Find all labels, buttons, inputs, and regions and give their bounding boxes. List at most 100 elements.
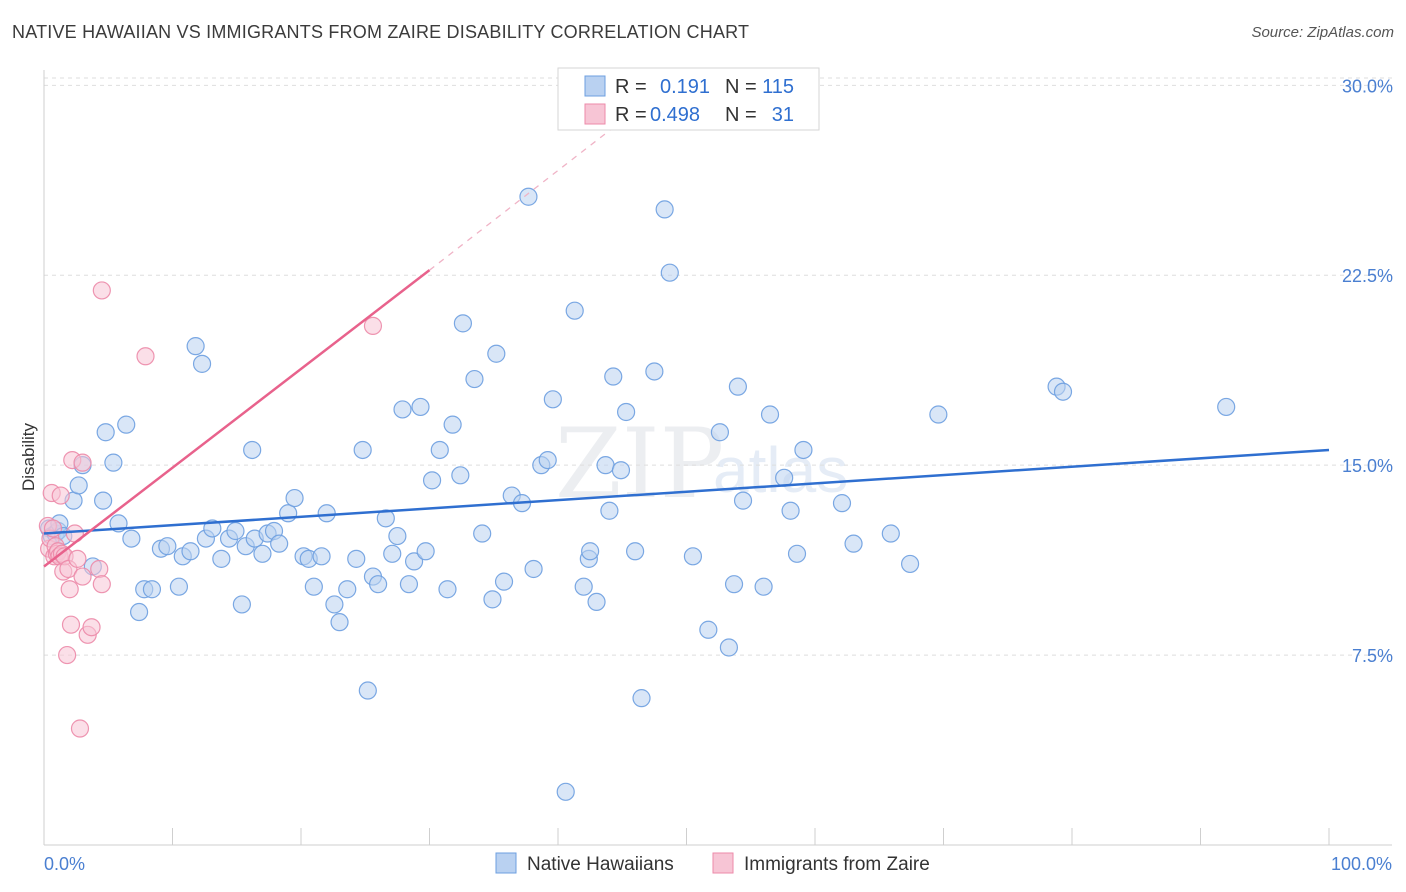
native-hawaiians-point-96	[683, 547, 703, 566]
chart-title: NATIVE HAWAIIAN VS IMMIGRANTS FROM ZAIRE…	[12, 22, 750, 42]
native-hawaiians-point-58	[399, 575, 419, 594]
native-hawaiians-point-23	[181, 542, 200, 561]
native-hawaiians-point-61	[416, 542, 435, 561]
legend-r-value-blue: 0.191	[660, 76, 710, 98]
native-hawaiians-point-88	[604, 367, 623, 386]
native-hawaiians-point-38	[270, 534, 289, 553]
native-hawaiians-point-20	[158, 537, 177, 556]
native-hawaiians-point-97	[699, 620, 718, 639]
zaire-point-30	[363, 316, 383, 335]
native-hawaiians-point-7	[69, 476, 88, 495]
native-hawaiians-point-48	[338, 580, 357, 599]
native-hawaiians-point-92	[632, 689, 651, 708]
native-hawaiians-point-91	[625, 542, 645, 561]
native-hawaiians-point-113	[929, 405, 948, 424]
native-hawaiians-point-16	[129, 602, 149, 622]
legend-swatch-blue	[584, 75, 606, 97]
trend-line-native-hawaiians	[43, 448, 1330, 535]
native-hawaiians-point-102	[733, 491, 753, 510]
native-hawaiians-point-72	[494, 572, 514, 591]
native-hawaiians-point-89	[611, 461, 631, 480]
gridlines	[44, 77, 1392, 656]
native-hawaiians-point-65	[443, 415, 462, 434]
zaire-point-27	[92, 575, 111, 594]
native-hawaiians-point-69	[473, 524, 492, 543]
y-axis-label: Disability	[19, 422, 38, 491]
native-hawaiians-point-107	[787, 544, 807, 563]
native-hawaiians-point-44	[312, 547, 331, 566]
watermark-zip: ZIP	[555, 408, 724, 520]
native-hawaiians-point-76	[524, 559, 543, 579]
zaire-point-29	[136, 347, 155, 366]
native-hawaiians-point-106	[781, 501, 800, 520]
native-hawaiians-point-87	[600, 501, 619, 520]
watermark: ZIP atlas	[555, 408, 848, 520]
native-hawaiians-point-78	[538, 450, 557, 470]
native-hawaiians-point-111	[881, 524, 900, 543]
native-hawaiians-point-112	[900, 554, 920, 574]
native-hawaiians-point-115	[1053, 382, 1073, 401]
native-hawaiians-point-90	[617, 402, 636, 422]
native-hawaiians-point-50	[353, 440, 372, 460]
y-tick-label-1: 15.0%	[1342, 456, 1393, 476]
native-hawaiians-point-84	[581, 542, 600, 561]
native-hawaiians-point-75	[519, 187, 538, 206]
native-hawaiians-point-14	[117, 415, 136, 434]
native-hawaiians-point-82	[574, 577, 593, 596]
legend-n-value-blue: 115	[762, 76, 794, 98]
source-label: Source: ZipAtlas.com	[1251, 24, 1394, 41]
native-hawaiians-point-103	[754, 577, 773, 596]
native-hawaiians-point-59	[404, 552, 424, 571]
bottom-legend-swatch-blue	[495, 852, 517, 874]
native-hawaiians-point-80	[556, 782, 575, 801]
native-hawaiians-point-53	[369, 575, 388, 594]
zaire-point-14	[58, 645, 77, 665]
native-hawaiians-point-110	[844, 534, 863, 553]
y-tick-label-2: 22.5%	[1342, 266, 1393, 286]
native-hawaiians-point-101	[728, 377, 748, 396]
native-hawaiians-point-79	[543, 390, 562, 409]
native-hawaiians-point-24	[186, 337, 205, 356]
native-hawaiians-point-27	[203, 519, 222, 538]
zaire-point-25	[82, 618, 101, 637]
native-hawaiians-point-10	[94, 491, 113, 510]
native-hawaiians-point-47	[330, 613, 349, 632]
native-hawaiians-point-30	[226, 521, 245, 541]
native-hawaiians-point-67	[453, 314, 473, 333]
native-hawaiians-point-70	[483, 590, 502, 609]
native-hawaiians-point-62	[422, 471, 442, 490]
zaire-point-22	[73, 453, 92, 472]
native-hawaiians-point-46	[325, 595, 344, 614]
native-hawaiians-point-66	[451, 466, 470, 485]
y-tick-label-3: 30.0%	[1342, 76, 1393, 96]
legend-n-value-pink: 31	[772, 104, 794, 126]
native-hawaiians-point-49	[347, 549, 366, 568]
top-legend: R = 0.191 N = 115 R = 0.498 N = 31	[557, 67, 820, 131]
legend-r-label-pink: R =	[615, 104, 647, 126]
native-hawaiians-point-108	[794, 440, 813, 460]
x-tick-label-max: 100.0%	[1331, 854, 1392, 874]
native-hawaiians-point-55	[383, 544, 402, 563]
native-hawaiians-point-63	[430, 440, 449, 460]
trend-lines	[43, 110, 1330, 568]
zaire-point-17	[61, 615, 81, 634]
bottom-legend-swatch-pink	[712, 852, 734, 874]
native-hawaiians-point-57	[393, 400, 412, 419]
zaire-point-20	[68, 549, 87, 568]
native-hawaiians-point-71	[487, 344, 506, 363]
x-tick-label-min: 0.0%	[44, 854, 85, 874]
native-hawaiians-point-11	[96, 423, 115, 442]
native-hawaiians-point-95	[660, 263, 679, 282]
native-hawaiians-point-15	[122, 529, 141, 548]
bottom-legend: Native Hawaiians Immigrants from Zaire	[495, 852, 930, 875]
native-hawaiians-point-64	[438, 580, 457, 599]
native-hawaiians-point-93	[645, 362, 664, 381]
trend-line-zaire-extension	[429, 110, 636, 271]
native-hawaiians-point-28	[212, 549, 231, 568]
native-hawaiians-point-25	[192, 354, 212, 373]
native-hawaiians-point-40	[285, 488, 304, 508]
zaire-point-28	[92, 281, 111, 300]
zaire-point-16	[60, 580, 79, 599]
zaire-point-26	[90, 559, 109, 579]
